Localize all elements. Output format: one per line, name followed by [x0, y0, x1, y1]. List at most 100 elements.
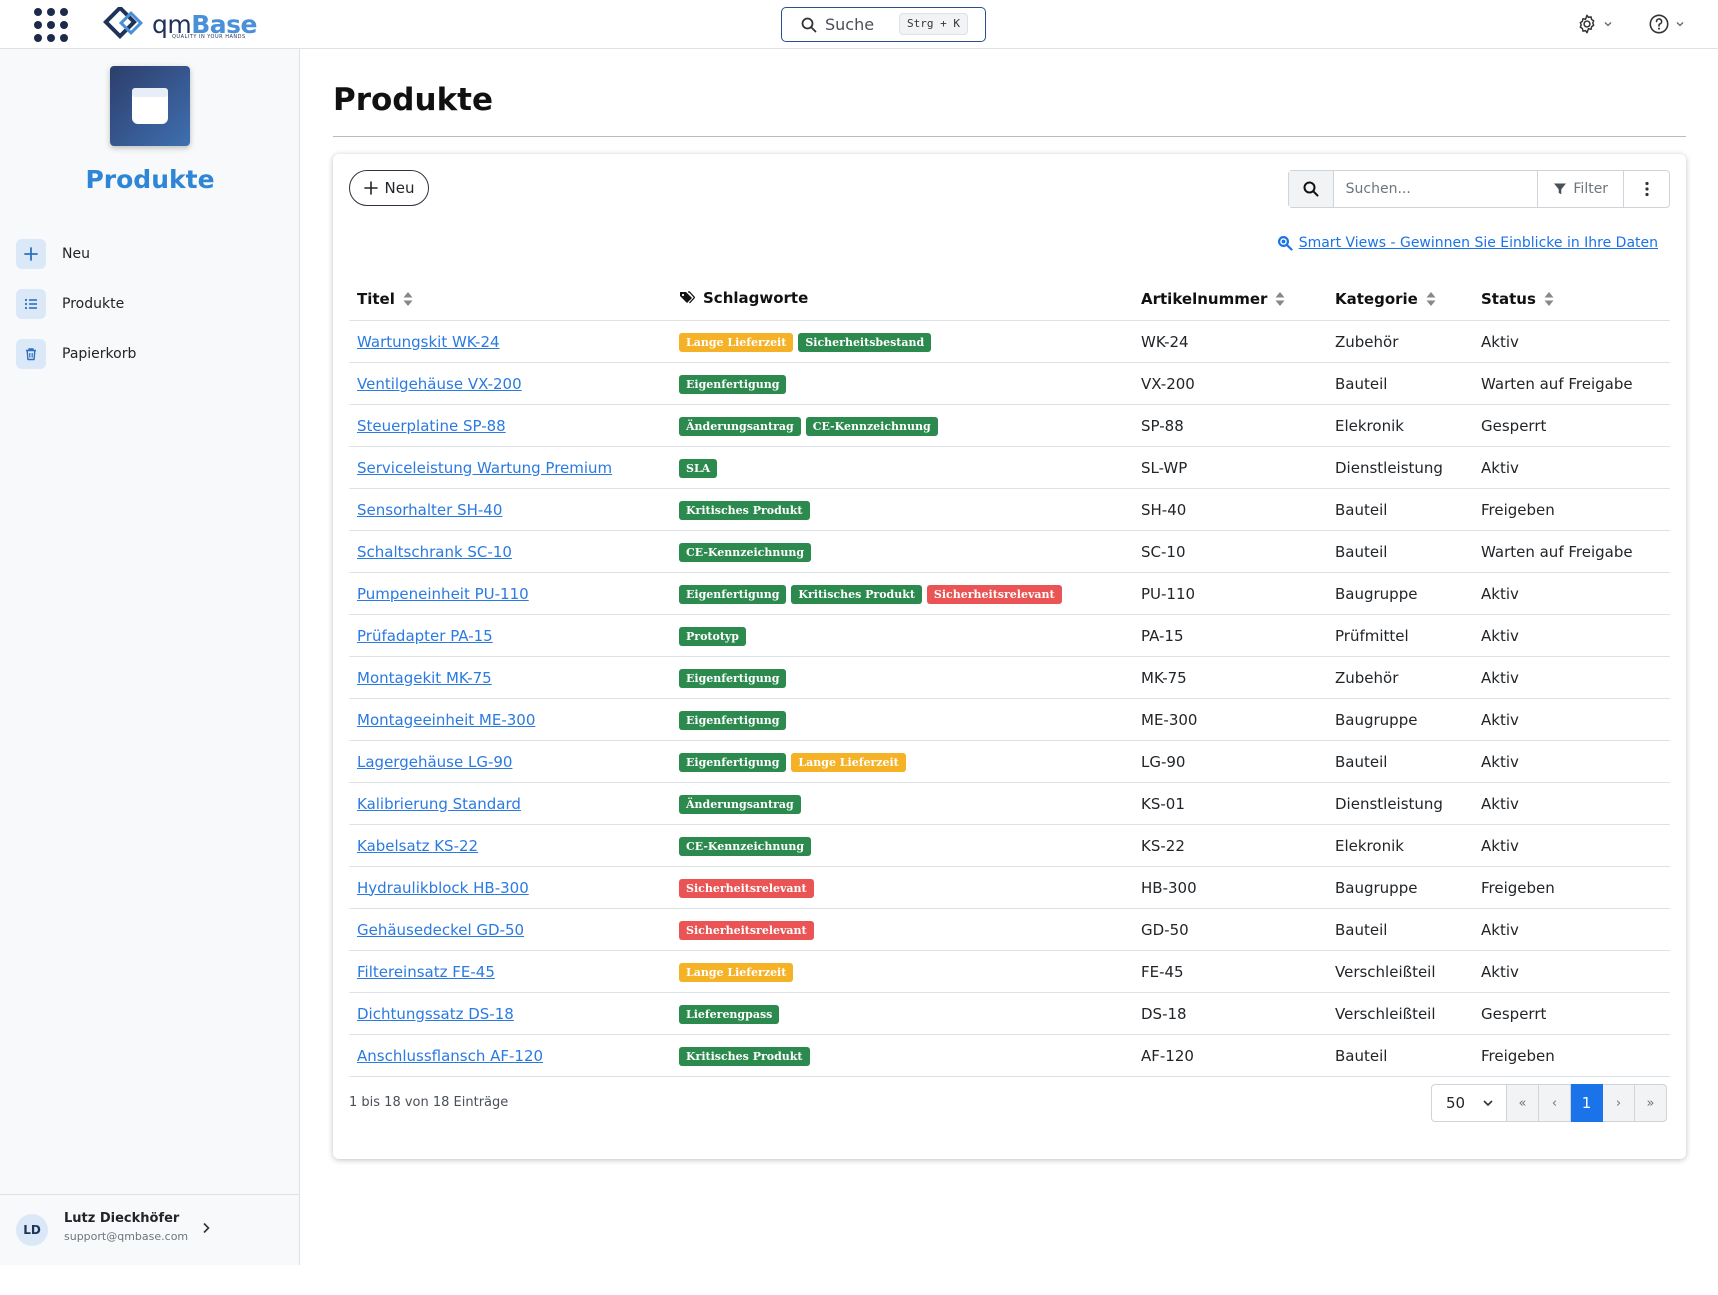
avatar: LD: [16, 1214, 48, 1246]
cell-article-number: PU-110: [1133, 572, 1327, 615]
cell-status: Aktiv: [1473, 614, 1670, 657]
table-row: Sensorhalter SH-40 Kritisches Produkt SH-4…: [349, 488, 1670, 531]
product-title-link[interactable]: Dichtungssatz DS-18: [357, 1004, 514, 1023]
product-title-link[interactable]: Wartungskit WK-24: [357, 332, 500, 351]
entries-info: 1 bis 18 von 18 Einträge: [349, 1095, 509, 1110]
tag-badge: Änderungsantrag: [679, 794, 801, 814]
tag-badge: Eigenfertigung: [679, 584, 787, 604]
cell-title: Pumpeneinheit PU-110: [349, 572, 671, 615]
tag-badge: Sicherheitsbestand: [798, 332, 932, 352]
chevron-down-icon: [1604, 22, 1612, 27]
sort-icon: [403, 292, 413, 306]
cell-category: Baugruppe: [1327, 866, 1473, 909]
cell-tags: CE-Kennzeichnung: [671, 530, 1133, 573]
cell-title: Steuerplatine SP-88: [349, 404, 671, 447]
cell-title: Schaltschrank SC-10: [349, 530, 671, 573]
cell-status: Aktiv: [1473, 656, 1670, 699]
product-title-link[interactable]: Kalibrierung Standard: [357, 794, 521, 813]
global-search-button[interactable]: Suche Strg + K: [781, 7, 986, 42]
table-search-button[interactable]: [1289, 171, 1334, 207]
cell-article-number: AF-120: [1133, 1034, 1327, 1077]
product-title-link[interactable]: Filtereinsatz FE-45: [357, 962, 495, 981]
product-title-link[interactable]: Ventilgehäuse VX-200: [357, 374, 522, 393]
cell-status: Aktiv: [1473, 824, 1670, 867]
cell-tags: Lange Lieferzeit: [671, 950, 1133, 993]
product-title-link[interactable]: Kabelsatz KS-22: [357, 836, 479, 855]
cell-status: Freigeben: [1473, 488, 1670, 531]
user-profile[interactable]: LD Lutz Dieckhöfer support@qmbase.com: [0, 1194, 300, 1265]
cell-category: Bauteil: [1327, 488, 1473, 531]
help-menu-button[interactable]: [1648, 12, 1685, 36]
cell-category: Elekronik: [1327, 824, 1473, 867]
next-page-button[interactable]: ›: [1603, 1084, 1635, 1122]
product-title-link[interactable]: Pumpeneinheit PU-110: [357, 584, 529, 603]
tag-badge: Lange Lieferzeit: [679, 332, 794, 352]
product-title-link[interactable]: Montagekit MK-75: [357, 668, 492, 687]
global-search-label: Suche: [825, 15, 875, 34]
tag-badge: Kritisches Produkt: [679, 500, 810, 520]
title-divider: [333, 136, 1686, 137]
filter-icon: [1554, 183, 1567, 195]
more-options-button[interactable]: [1623, 171, 1669, 207]
last-page-button[interactable]: »: [1635, 1084, 1667, 1122]
user-name: Lutz Dieckhöfer: [64, 1211, 180, 1226]
qmbase-logo[interactable]: qmBase QUALITY IN YOUR HANDS: [102, 7, 257, 41]
first-page-button[interactable]: «: [1507, 1084, 1539, 1122]
cell-title: Lagergehäuse LG-90: [349, 740, 671, 783]
chevron-down-icon: [1676, 22, 1684, 27]
tag-badge: CE-Kennzeichnung: [805, 416, 938, 436]
column-header-status[interactable]: Status: [1473, 278, 1670, 321]
sidebar-item-products[interactable]: Produkte: [16, 289, 286, 319]
product-title-link[interactable]: Steuerplatine SP-88: [357, 416, 506, 435]
tag-badge: SLA: [679, 458, 718, 478]
product-title-link[interactable]: Gehäusedeckel GD-50: [357, 920, 525, 939]
cell-article-number: KS-22: [1133, 824, 1327, 867]
products-card: Neu Filter Smart Views - Gewinnen Sie Ei…: [333, 154, 1686, 1159]
table-row: Montageeinheit ME-300 Eigenfertigung ME-30…: [349, 698, 1670, 741]
product-title-link[interactable]: Montageeinheit ME-300: [357, 710, 536, 729]
column-header-label: Kategorie: [1335, 290, 1418, 308]
page-size-select[interactable]: 50: [1431, 1084, 1507, 1122]
cell-tags: Änderungsantrag CE-Kennzeichnung: [671, 404, 1133, 447]
cell-article-number: HB-300: [1133, 866, 1327, 909]
tag-badge: Prototyp: [679, 626, 746, 646]
plus-icon: [16, 239, 46, 269]
column-header-article-number[interactable]: Artikelnummer: [1133, 278, 1327, 321]
current-page-button[interactable]: 1: [1571, 1084, 1603, 1122]
sidebar-item-new[interactable]: Neu: [16, 239, 286, 269]
cell-status: Gesperrt: [1473, 992, 1670, 1035]
cell-title: Sensorhalter SH-40: [349, 488, 671, 531]
table-header-row: Titel Schlagworte Artikelnummer Kategori…: [349, 278, 1670, 321]
cell-title: Gehäusedeckel GD-50: [349, 908, 671, 951]
product-title-link[interactable]: Hydraulikblock HB-300: [357, 878, 529, 897]
smart-views-link[interactable]: Smart Views - Gewinnen Sie Einblicke in …: [1277, 235, 1658, 251]
sidebar-item-trash[interactable]: Papierkorb: [16, 339, 286, 369]
column-header-title[interactable]: Titel: [349, 278, 671, 321]
previous-page-button[interactable]: ‹: [1539, 1084, 1571, 1122]
filter-button[interactable]: Filter: [1537, 171, 1623, 207]
search-insights-icon: [1277, 236, 1293, 251]
cell-article-number: FE-45: [1133, 950, 1327, 993]
search-shortcut-hint: Strg + K: [899, 13, 968, 35]
product-title-link[interactable]: Anschlussflansch AF-120: [357, 1046, 544, 1065]
add-product-button[interactable]: Neu: [349, 170, 429, 206]
table-row: Kabelsatz KS-22 CE-Kennzeichnung KS-22 Elek…: [349, 824, 1670, 867]
app-launcher-icon[interactable]: [34, 8, 68, 42]
column-header-category[interactable]: Kategorie: [1327, 278, 1473, 321]
product-title-link[interactable]: Schaltschrank SC-10: [357, 542, 512, 561]
cell-article-number: SC-10: [1133, 530, 1327, 573]
table-row: Hydraulikblock HB-300 Sicherheitsrelevant…: [349, 866, 1670, 909]
product-title-link[interactable]: Serviceleistung Wartung Premium: [357, 458, 613, 477]
cell-article-number: PA-15: [1133, 614, 1327, 657]
products-app-tile: [110, 66, 190, 146]
product-title-link[interactable]: Lagergehäuse LG-90: [357, 752, 513, 771]
product-title-link[interactable]: Prüfadapter PA-15: [357, 626, 493, 645]
cell-article-number: SL-WP: [1133, 446, 1327, 489]
settings-menu-button[interactable]: [1576, 12, 1613, 36]
product-title-link[interactable]: Sensorhalter SH-40: [357, 500, 503, 519]
cell-title: Anschlussflansch AF-120: [349, 1034, 671, 1077]
table-search-input[interactable]: [1333, 171, 1538, 207]
smart-views-label: Smart Views - Gewinnen Sie Einblicke in …: [1298, 235, 1658, 251]
pagination: 50 « ‹ 1 › »: [1431, 1084, 1667, 1122]
table-body: Wartungskit WK-24 Lange Lieferzeit Sicherh…: [349, 320, 1670, 1077]
